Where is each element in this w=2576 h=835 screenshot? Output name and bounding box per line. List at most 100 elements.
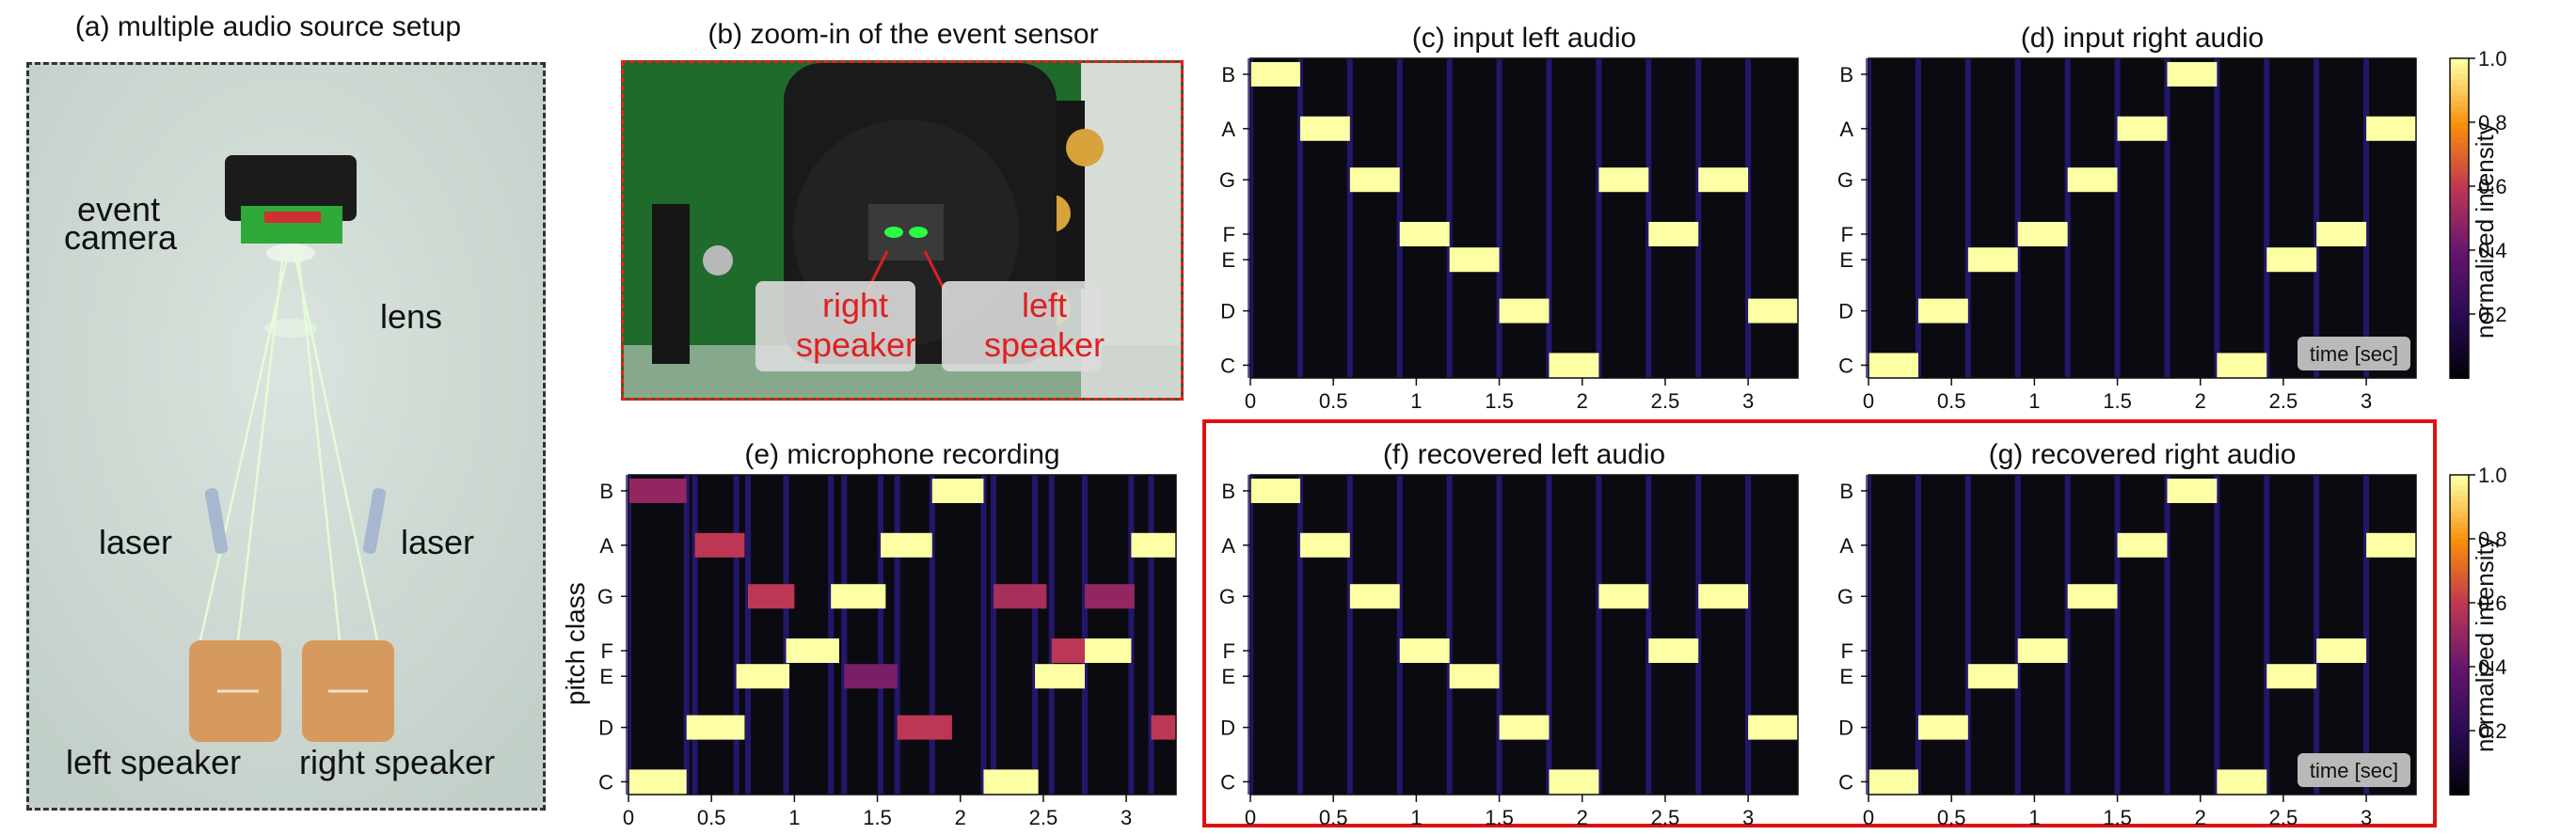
onset-streak — [1646, 58, 1652, 378]
laser-right-body — [362, 488, 387, 554]
note-block — [736, 664, 790, 689]
colorbar-step — [2450, 69, 2469, 75]
y-tick-label-F: F — [601, 639, 613, 663]
colorbar-step — [2450, 362, 2469, 369]
colorbar-tick-label: 0.8 — [2478, 528, 2507, 551]
onset-streak — [1346, 475, 1353, 795]
colorbar-step — [2450, 767, 2469, 775]
colorbar-step — [2450, 117, 2469, 123]
y-tick-label-B: B — [1221, 63, 1235, 87]
onset-streak — [1745, 58, 1752, 378]
onset-streak — [2114, 58, 2121, 378]
colorbar-step — [2450, 699, 2469, 705]
y-tick-label-G: G — [1219, 585, 1235, 608]
b-left-speaker-label-2: speaker — [983, 325, 1105, 364]
recovered-highlight-box — [1202, 419, 2437, 827]
note-block — [831, 584, 886, 609]
colorbar-step — [2450, 480, 2469, 487]
colorbar-label-top: normalized intensity — [2471, 122, 2499, 339]
note-block — [2366, 116, 2416, 141]
x-tick-label: 3 — [2361, 806, 2372, 829]
colorbar-step — [2450, 629, 2469, 636]
colorbar-step — [2450, 715, 2469, 721]
colorbar-step — [2450, 213, 2469, 219]
colorbar-tick-label: 0.8 — [2478, 111, 2507, 134]
colorbar-step — [2450, 351, 2469, 358]
heatmap-bg-g — [1868, 475, 2416, 795]
x-tick-label: 0 — [623, 806, 634, 829]
onset-streak — [1964, 58, 1971, 378]
onset-streak — [1915, 475, 1921, 795]
colorbar-step — [2450, 683, 2469, 689]
onset-streak — [1446, 58, 1453, 378]
note-block — [1399, 638, 1450, 663]
colorbar-step — [2450, 143, 2469, 150]
colorbar-step — [2450, 244, 2469, 251]
time-badge-label: time [sec] — [2310, 759, 2398, 782]
y-tick-label-D: D — [1838, 717, 1853, 740]
onset-streak — [1496, 475, 1503, 795]
note-block — [1648, 638, 1699, 663]
onset-streak — [828, 475, 835, 795]
y-tick-label-F: F — [1841, 223, 1853, 246]
note-block — [628, 769, 687, 795]
colorbar-step — [2450, 197, 2469, 203]
colorbar-tick-label: 1.0 — [2478, 464, 2507, 487]
note-block — [2217, 769, 2267, 795]
colorbar-step — [2450, 517, 2469, 524]
colorbar-step — [2450, 783, 2469, 791]
colorbar-tick-label: 0.4 — [2478, 655, 2507, 679]
note-block — [2117, 116, 2168, 141]
note-block — [2366, 532, 2416, 558]
note-block — [1549, 353, 1599, 378]
b-right-speaker-label-1: right — [821, 286, 889, 324]
onset-streak — [1915, 58, 1921, 378]
y-tick-label-C: C — [598, 770, 613, 794]
note-block — [1399, 222, 1450, 246]
note-block — [1151, 715, 1176, 740]
note-block — [1085, 638, 1132, 663]
sma-connector-1 — [1066, 129, 1104, 166]
note-block — [1598, 167, 1649, 193]
colorbar-step — [2450, 773, 2469, 780]
y-tick-label-A: A — [1839, 118, 1853, 141]
note-block — [1299, 116, 1350, 141]
x-tick-label: 0 — [1245, 806, 1256, 829]
colorbar-step — [2450, 74, 2469, 81]
note-block — [1299, 532, 1350, 558]
colorbar-step — [2450, 122, 2469, 129]
chart-title-d: (d) input right audio — [2021, 23, 2265, 54]
x-tick-label: 0.5 — [1319, 806, 1348, 829]
note-block — [1698, 167, 1749, 193]
note-block — [1868, 353, 1918, 378]
onset-streak — [1496, 58, 1503, 378]
colorbar-step — [2450, 319, 2469, 326]
colorbar-step — [2450, 747, 2469, 753]
onset-streak — [1546, 58, 1552, 378]
colorbar-step — [2450, 314, 2469, 321]
x-tick-label: 2.5 — [1651, 806, 1680, 829]
colorbar-step — [2450, 228, 2469, 235]
onset-streak — [980, 475, 987, 795]
onset-streak — [1048, 475, 1055, 795]
y-tick-label-F: F — [1223, 223, 1235, 246]
onset-streak — [894, 475, 900, 795]
right-speaker-label: right speaker — [299, 743, 496, 781]
note-block — [1449, 247, 1500, 273]
colorbar-step — [2450, 789, 2469, 796]
laser-right-label: laser — [401, 523, 475, 561]
right-speaker-callout — [755, 281, 915, 371]
note-block — [694, 532, 745, 558]
colorbar-step — [2450, 207, 2469, 214]
lens-label: lens — [380, 297, 443, 336]
note-block — [1250, 62, 1300, 87]
chart-title-g: (g) recovered right audio — [1989, 439, 2297, 470]
colorbar-step — [2450, 544, 2469, 551]
colorbar-step — [2450, 165, 2469, 171]
colorbar-step — [2450, 575, 2469, 583]
note-block — [983, 769, 1039, 795]
onset-streak — [1346, 58, 1353, 378]
y-tick-label-G: G — [1837, 585, 1853, 608]
colorbar-step — [2450, 587, 2469, 593]
x-tick-label: 0.5 — [1937, 806, 1966, 829]
